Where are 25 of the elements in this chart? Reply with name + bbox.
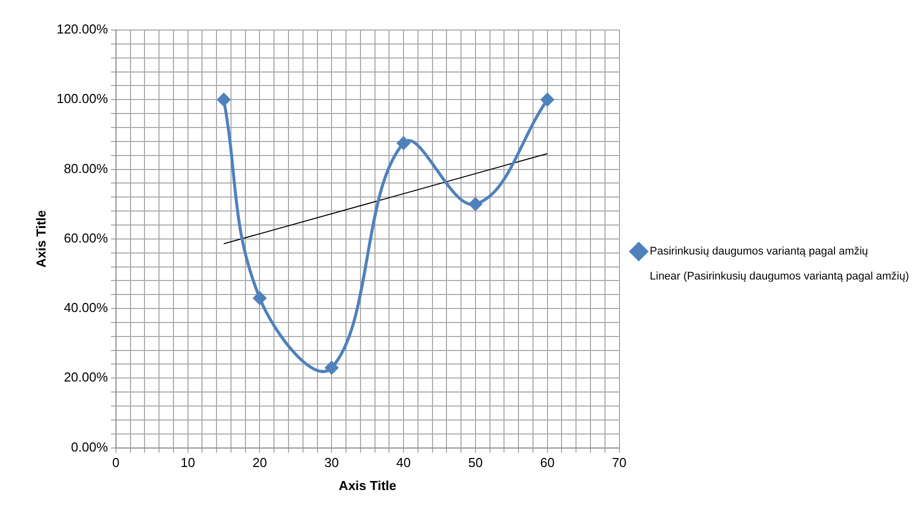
point [397,136,410,150]
y-tick-label: 100.00% [56,91,108,106]
legend-label: Pasirinkusių daugumos variantą pagal amžių [650,246,868,258]
x-tick-label: 30 [324,455,339,470]
x-axis-title: Axis Title [338,478,396,493]
y-tick-label: 80.00% [64,160,108,176]
y-tick-label: 20.00% [64,370,108,385]
y-axis-title: Axis Title [33,210,48,268]
x-tick-label: 40 [396,455,411,470]
x-tick-label: 60 [540,455,555,470]
x-tick-label: 50 [468,455,483,470]
x-tick-label: 10 [180,455,196,470]
text: Linear (Pasirinkusių daugumos variantą pagal amžių) [650,270,910,283]
point [540,93,554,106]
y-tick-label: 0.00% [71,439,108,454]
x-tick-label: 0 [112,455,120,470]
point [325,361,338,374]
y-tick-label: 40.00% [64,300,108,316]
point [253,292,266,305]
point [217,93,230,106]
y-tick-label: 120.00% [56,22,108,37]
x-tick-label: 20 [252,455,267,470]
x-tick-label: 70 [612,455,626,470]
point [468,198,482,211]
y-tick-label: 60.00% [64,230,108,246]
